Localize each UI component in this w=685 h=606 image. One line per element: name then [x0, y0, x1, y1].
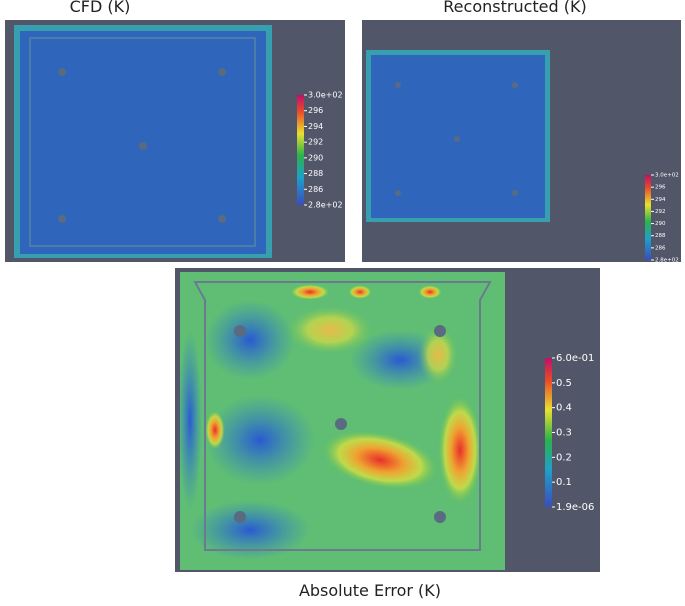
colorbar-tick-label: 294 [308, 122, 323, 131]
panel-title: Absolute Error (K) [299, 581, 441, 600]
panel-title: Reconstructed (K) [443, 0, 586, 16]
sensor-dots [234, 325, 446, 523]
colorbar [297, 95, 304, 205]
colorbar-tick-label: 290 [308, 153, 323, 162]
colorbar-tick-label: 2.8e+02 [655, 258, 679, 264]
colorbar-tick-label: 292 [308, 138, 323, 147]
colorbar-tick-label: 3.0e+02 [308, 91, 343, 100]
colorbar-tick-label: 6.0e-01 [556, 353, 594, 364]
colorbar-tick-label: 0.3 [556, 428, 572, 439]
sensor-dots [58, 68, 226, 223]
colorbar [545, 358, 552, 507]
colorbar-tick-label: 2.8e+02 [308, 201, 343, 210]
error-field [178, 284, 482, 560]
colorbar-tick-label: 288 [308, 169, 323, 178]
colorbar-tick-label: 0.5 [556, 378, 572, 389]
colorbar-tick-label: 292 [655, 209, 666, 215]
colorbar [645, 175, 651, 260]
colorbar-tick-label: 294 [655, 197, 666, 203]
colorbar-tick-label: 0.2 [556, 452, 572, 463]
panel-title: CFD (K) [70, 0, 131, 16]
colorbar-tick-label: 0.4 [556, 403, 572, 414]
colorbar-tick-label: 296 [308, 106, 323, 115]
plate-frame [29, 37, 256, 247]
colorbar-tick-label: 286 [655, 245, 666, 251]
colorbar-tick-label: 1.9e-06 [556, 502, 594, 513]
sensor-dots [395, 82, 518, 196]
colorbar-tick-label: 0.1 [556, 477, 572, 488]
colorbar-tick-label: 290 [655, 221, 666, 227]
colorbar-tick-label: 288 [655, 233, 666, 239]
colorbar-tick-label: 296 [655, 185, 666, 191]
colorbar-tick-label: 3.0e+02 [655, 173, 679, 179]
plate-frame [193, 281, 492, 551]
colorbar-tick-label: 286 [308, 185, 323, 194]
